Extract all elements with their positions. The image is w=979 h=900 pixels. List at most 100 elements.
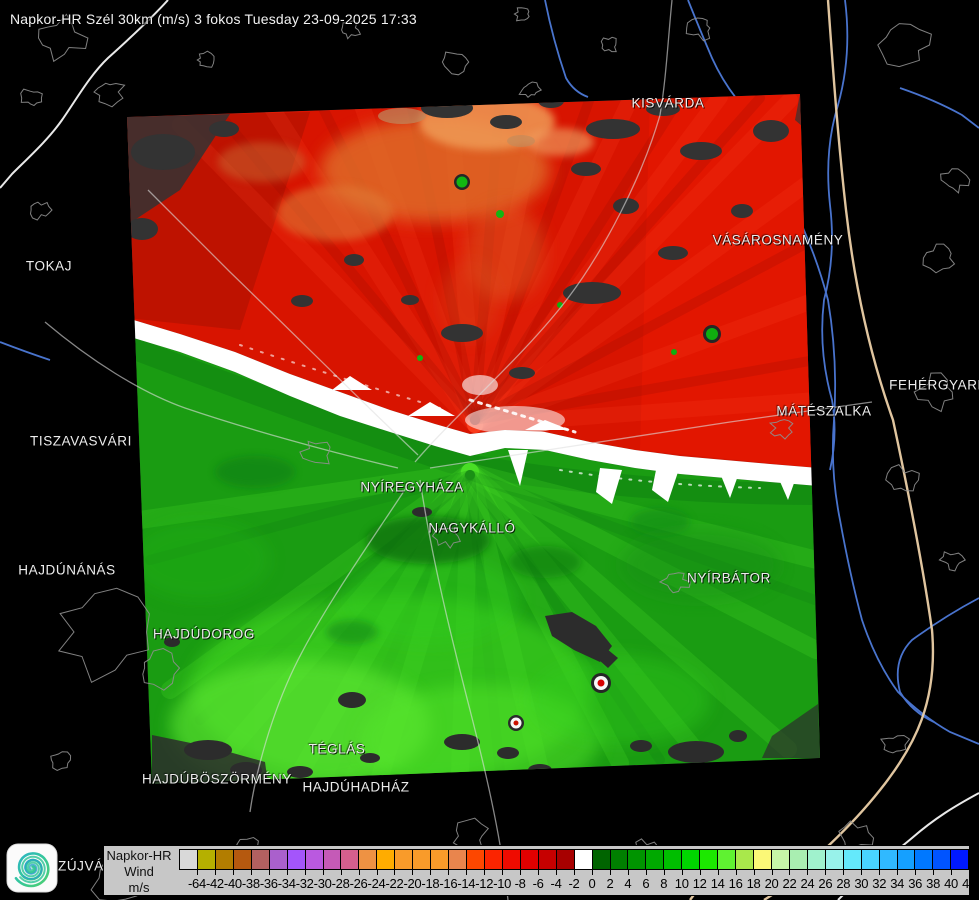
legend-tick <box>412 870 414 875</box>
legend-tick-label: 24 <box>800 876 815 891</box>
settlement-outline <box>196 50 215 68</box>
legend-tick-label: -40 <box>223 876 242 891</box>
legend-tick <box>466 870 468 875</box>
settlement-outline <box>341 20 362 40</box>
legend-tick <box>448 870 450 875</box>
legend-tick-label: -64 <box>188 876 206 891</box>
green-spots-north <box>417 174 721 361</box>
settlement-outline <box>768 419 794 440</box>
settlement-outline <box>913 372 954 413</box>
legend-caption: Napkor-HR Wind m/s <box>104 848 174 896</box>
legend-tick-label: -28 <box>331 876 350 891</box>
settlement-outline <box>877 23 932 68</box>
legend-tick <box>807 870 809 875</box>
legend-swatch <box>843 850 862 869</box>
legend-tick-label: -32 <box>295 876 314 891</box>
legend-tick-label: -30 <box>313 876 332 891</box>
legend-tick <box>753 870 755 875</box>
legend-tick-label: 2 <box>606 876 614 891</box>
legend-swatch <box>807 850 826 869</box>
city-label: HAJDÚBÖSZÖRMÉNY <box>141 771 293 787</box>
city-label: NAGYKÁLLÓ <box>428 520 516 536</box>
legend-tick-label: 34 <box>890 876 905 891</box>
legend-tick-label: -14 <box>457 876 476 891</box>
city-label: NYÍREGYHÁZA <box>360 479 464 495</box>
roads <box>44 0 873 900</box>
settlement-outline <box>93 82 126 108</box>
legend-swatch <box>915 850 934 869</box>
legend-tick <box>214 870 216 875</box>
legend-tick-label: 38 <box>926 876 941 891</box>
legend-tick-label: -4 <box>550 876 562 891</box>
legend-tick-label: 4 <box>624 876 632 891</box>
legend-tick <box>879 870 881 875</box>
legend-tick <box>609 870 611 875</box>
legend-tick-label: -18 <box>421 876 440 891</box>
legend-tick-label: -6 <box>532 876 544 891</box>
legend-tick-label: 0 <box>588 876 596 891</box>
settlement-outline <box>441 51 470 76</box>
legend-tick <box>699 870 701 875</box>
legend-quantity-label: Wind <box>124 864 154 879</box>
legend-tick-label: 14 <box>710 876 725 891</box>
legend-tick <box>951 870 953 875</box>
city-label: VÁSÁROSNAMÉNY <box>712 232 844 248</box>
legend-tick-label: 6 <box>642 876 650 891</box>
legend-swatch <box>359 850 378 869</box>
dark-green-patches <box>215 456 780 644</box>
legend-tick-label: 26 <box>818 876 833 891</box>
city-label: TOKAJ <box>25 258 73 274</box>
legend-swatch <box>197 850 216 869</box>
city-label: HAJDÚHADHÁZ <box>302 779 410 795</box>
city-label: NYÍRBÁTOR <box>687 570 771 586</box>
legend-swatch <box>718 850 737 869</box>
settlement-outline <box>142 647 181 691</box>
legend-tick <box>394 870 396 875</box>
legend-tick <box>196 870 198 875</box>
legend-tick <box>430 870 432 875</box>
legend-tick <box>484 870 486 875</box>
legend-tick <box>897 870 899 875</box>
settlement-outline <box>880 734 911 754</box>
legend-tick <box>861 870 863 875</box>
city-label: MÁTÉSZALKA <box>776 403 872 419</box>
legend-tick-label: -2 <box>568 876 580 891</box>
settlement-outline <box>29 201 53 221</box>
legend-swatch <box>413 850 432 869</box>
legend-tick-label: -26 <box>349 876 368 891</box>
legend-tick <box>663 870 665 875</box>
legend-tick <box>789 870 791 875</box>
legend-tick-label: -36 <box>259 876 278 891</box>
legend-swatch <box>502 850 521 869</box>
city-label: HAJDÚDOROG <box>152 626 256 642</box>
legend-tick <box>645 870 647 875</box>
product-title: Napkor-HR Szél 30km (m/s) 3 fokos Tuesda… <box>10 11 417 27</box>
settlement-outline <box>685 17 711 42</box>
legend-tick-label: 8 <box>660 876 668 891</box>
orange-velocity-patches <box>218 94 594 340</box>
city-label: HAJDÚNÁNÁS <box>18 562 116 578</box>
legend-tick-label: 12 <box>692 876 707 891</box>
legend-swatch <box>951 850 969 869</box>
settlement-outline <box>600 36 617 53</box>
legend-swatch <box>269 850 288 869</box>
city-label: TÉGLÁS <box>308 741 366 757</box>
clutter-blobs-north <box>127 94 818 379</box>
legend-swatch <box>933 850 952 869</box>
legend-colorbar <box>179 849 969 870</box>
legend-tick-label: -24 <box>367 876 386 891</box>
legend-swatch <box>789 850 808 869</box>
legend-swatch <box>556 850 575 869</box>
legend-tick <box>358 870 360 875</box>
legend-swatch <box>861 850 880 869</box>
legend-swatch <box>341 850 360 869</box>
legend-swatch <box>323 850 342 869</box>
city-label: KISVÁRDA <box>631 95 705 111</box>
storm-spiral-logo <box>6 843 58 893</box>
legend-tick <box>268 870 270 875</box>
legend-tick <box>556 870 558 875</box>
legend-swatch <box>574 850 593 869</box>
settlement-outline <box>938 551 966 572</box>
